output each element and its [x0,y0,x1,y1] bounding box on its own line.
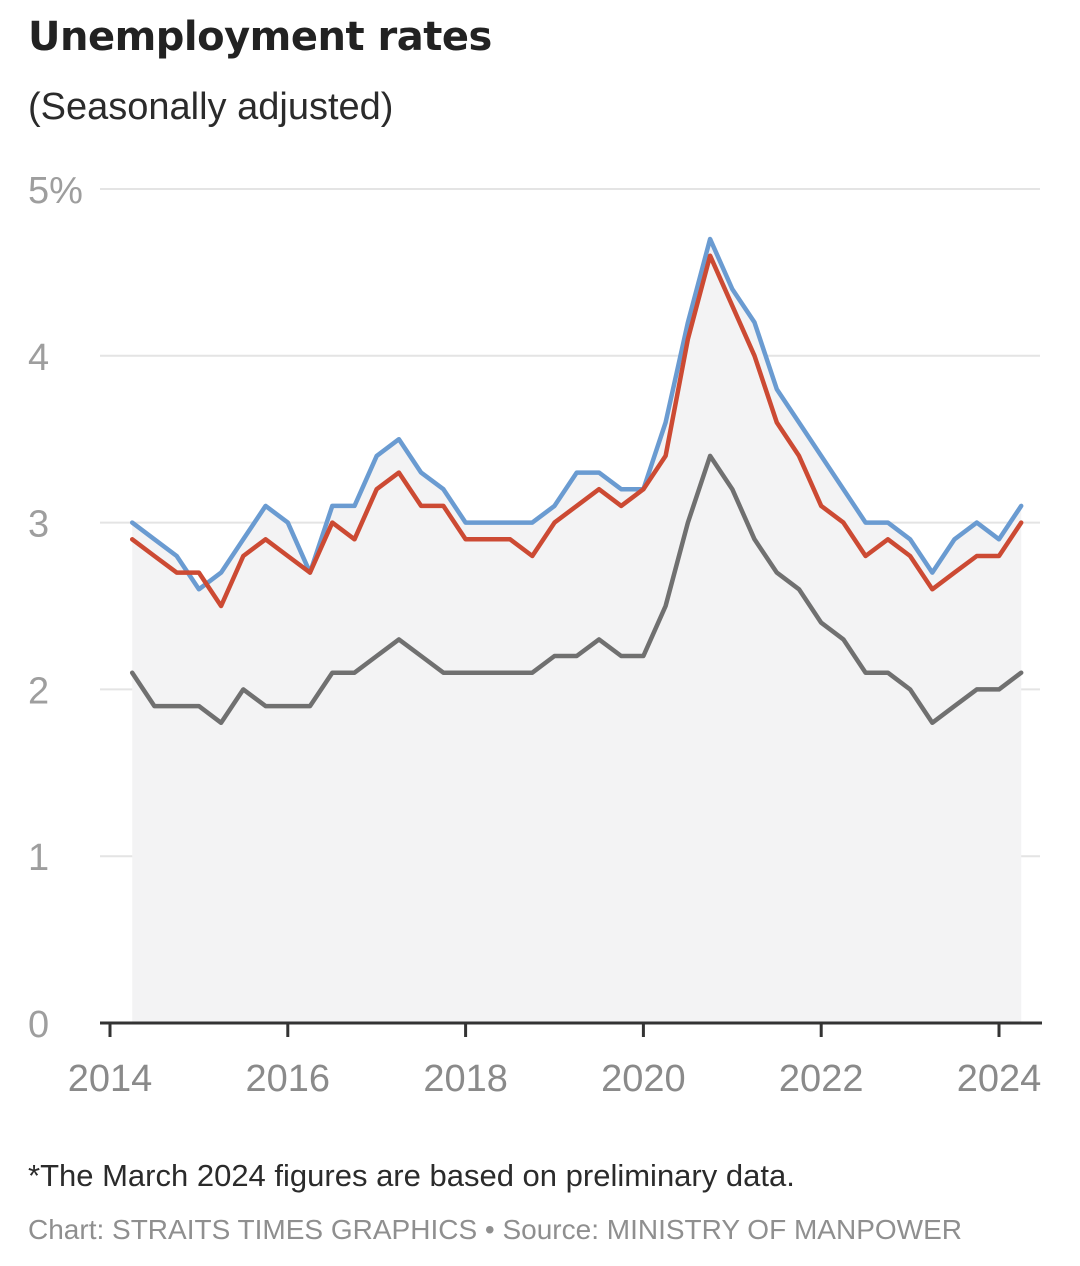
chart-subtitle: (Seasonally adjusted) [28,86,394,128]
series-line-3 [129,453,1024,726]
y-tick-label: 2 [28,670,49,712]
source-credit: Chart: STRAITS TIMES GRAPHICS • Source: … [28,1214,962,1245]
shaded-area [132,239,1022,1023]
x-tick-label: 2014 [68,1058,153,1100]
shaded-area-fill [132,239,1022,1023]
x-axis [100,1021,1042,1037]
y-tick-label: 4 [28,337,49,379]
x-tick-label: 2016 [246,1058,331,1100]
footnote: *The March 2024 figures are based on pre… [28,1158,795,1193]
chart-title: Unemployment rates [28,14,492,60]
series-lines [129,236,1024,726]
x-tick-label: 2022 [779,1058,864,1100]
series-line-1 [129,236,1024,592]
x-tick-label: 2020 [601,1058,686,1100]
unemployment-line-chart: 0 1 2 3 4 5% 2014 2016 2018 2020 2022 2024 [28,170,1042,1100]
y-tick-label: 3 [28,504,49,546]
tick-labels: 0 1 2 3 4 5% 2014 2016 2018 2020 2022 2024 [28,170,1041,1100]
series-line-2 [129,253,1024,609]
y-tick-label: 1 [28,837,49,879]
x-tick-label: 2024 [957,1058,1042,1100]
y-tick-label: 0 [28,1004,49,1046]
y-tick-label: 5% [28,170,83,212]
x-tick-label: 2018 [423,1058,508,1100]
